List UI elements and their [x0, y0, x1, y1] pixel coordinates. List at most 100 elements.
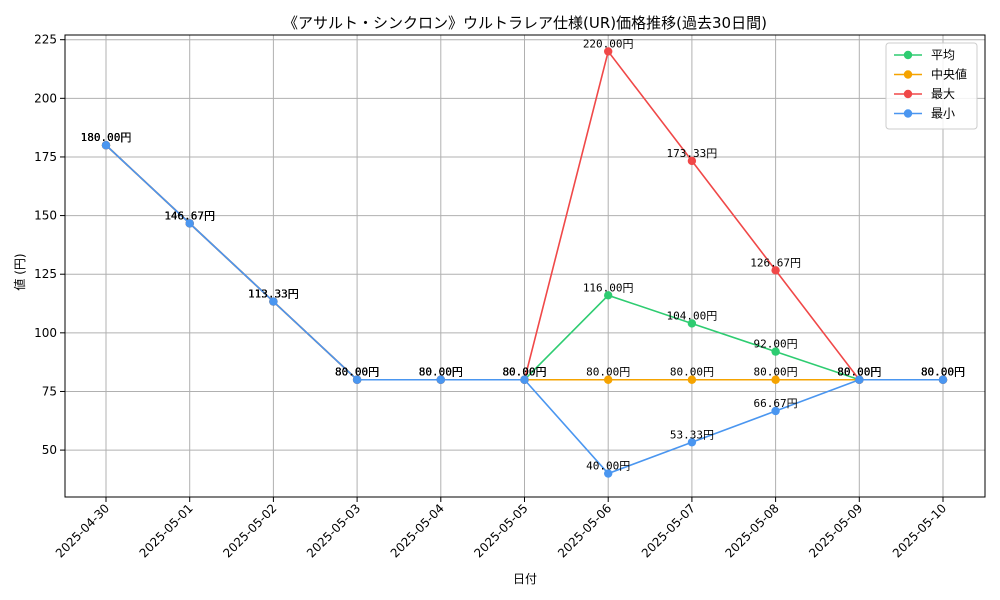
data-point: [771, 347, 780, 356]
legend-label: 最小: [931, 107, 955, 121]
data-point: [687, 375, 697, 384]
data-label: 80.00円: [837, 366, 881, 379]
data-label: 80.00円: [335, 366, 379, 379]
x-tick-label: 2025-05-04: [388, 501, 447, 560]
legend-marker: [903, 70, 913, 79]
y-tick-label: 150: [34, 209, 57, 223]
data-point: [855, 375, 864, 384]
data-label: 80.00円: [335, 366, 379, 379]
data-label: 180.00円: [81, 131, 132, 144]
data-label: 80.00円: [586, 366, 630, 379]
data-label: 80.00円: [502, 366, 546, 379]
data-label: 40.00円: [586, 460, 630, 473]
data-point: [604, 47, 613, 56]
data-label: 116.00円: [583, 281, 634, 294]
y-tick-label: 125: [34, 267, 57, 281]
legend-label: 最大: [931, 87, 955, 101]
legend-label: 平均: [931, 48, 955, 62]
data-label: 80.00円: [502, 366, 546, 379]
data-point: [687, 156, 697, 166]
x-tick-label: 2025-05-06: [555, 501, 614, 560]
data-label: 80.00円: [921, 366, 965, 379]
y-tick-label: 75: [42, 384, 57, 398]
data-point: [520, 375, 529, 384]
y-tick-label: 50: [42, 443, 57, 457]
data-label: 80.00円: [419, 366, 463, 379]
y-tick-label: 175: [34, 150, 57, 164]
data-label: 80.00円: [419, 366, 463, 379]
data-point: [604, 375, 613, 384]
data-label: 80.00円: [921, 366, 965, 379]
data-point: [687, 319, 697, 328]
data-point: [604, 291, 613, 300]
legend-label: 中央値: [931, 67, 967, 82]
data-label: 220.00円: [583, 37, 634, 50]
data-label: 80.00円: [837, 366, 881, 379]
data-label: 80.00円: [335, 366, 379, 379]
data-label: 80.00円: [335, 366, 379, 379]
data-label: 66.67円: [754, 397, 798, 410]
data-point: [185, 219, 194, 228]
data-point: [771, 266, 780, 275]
data-point: [771, 406, 780, 416]
legend-marker: [903, 50, 913, 60]
data-label: 180.00円: [81, 131, 132, 144]
data-label: 113.33円: [248, 288, 299, 301]
x-tick-label: 2025-05-05: [471, 501, 530, 560]
legend-box: [885, 42, 978, 130]
data-point: [269, 297, 278, 306]
data-label: 104.00円: [667, 309, 718, 322]
data-label: 92.00円: [754, 338, 798, 351]
series-group: [101, 47, 948, 478]
x-tick-label: 2025-05-08: [723, 501, 782, 560]
data-label: 80.00円: [754, 366, 798, 379]
data-label: 80.00円: [419, 366, 463, 379]
data-label: 173.33円: [667, 147, 718, 160]
data-label: 180.00円: [81, 131, 132, 144]
data-label: 80.00円: [670, 366, 714, 379]
data-label: 146.67円: [164, 209, 215, 222]
grid: [65, 35, 985, 497]
x-tick-label: 2025-05-10: [890, 501, 949, 560]
data-point: [352, 375, 362, 384]
x-axis-label: 日付: [513, 572, 537, 586]
data-label: 113.33円: [248, 288, 299, 301]
data-point: [101, 141, 111, 150]
x-tick-label: 2025-05-03: [304, 501, 363, 560]
data-label: 146.67円: [164, 209, 215, 222]
y-tick-label: 200: [34, 91, 57, 105]
data-point: [938, 375, 948, 384]
legend-marker: [903, 89, 913, 99]
data-label: 180.00円: [81, 131, 132, 144]
data-label: 80.00円: [837, 366, 881, 379]
legend-marker: [903, 109, 913, 118]
y-axis-label: 値 (円): [12, 253, 27, 290]
data-label: 80.00円: [502, 366, 546, 379]
x-tick-label: 2025-04-30: [53, 501, 112, 560]
series-3: [101, 141, 948, 478]
data-label: 80.00円: [921, 366, 965, 379]
data-point: [687, 438, 697, 447]
data-label: 146.67円: [164, 209, 215, 222]
data-point: [604, 469, 613, 478]
data-label: 113.33円: [248, 288, 299, 301]
data-label: 146.67円: [164, 209, 215, 222]
data-label: 80.00円: [502, 366, 546, 379]
y-tick-label: 100: [34, 326, 57, 340]
data-label: 80.00円: [921, 366, 965, 379]
x-tick-label: 2025-05-07: [639, 501, 698, 560]
axes: 2025-04-30 2025-05-01 2025-05-02 2025-05-03…: [34, 33, 949, 561]
x-tick-label: 2025-05-01: [137, 501, 196, 560]
data-point: [771, 375, 780, 384]
data-label: 113.33円: [248, 288, 299, 301]
data-labels: 180.00円 146.67円 113.33円 80.00円 80.00円 80.00円 1…: [81, 37, 965, 472]
y-tick-label: 225: [34, 33, 57, 47]
data-label: 80.00円: [837, 366, 881, 379]
x-tick-label: 2025-05-02: [220, 501, 279, 560]
data-label: 53.33円: [670, 428, 714, 441]
chart-title: 《アサルト・シンクロン》ウルトラレア仕様(UR)価格推移(過去30日間): [283, 14, 767, 32]
data-label: 80.00円: [419, 366, 463, 379]
